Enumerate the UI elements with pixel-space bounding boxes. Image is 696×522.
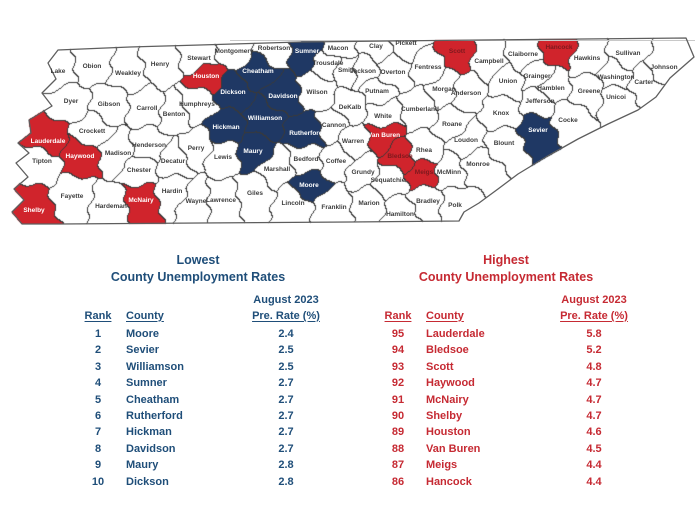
rank-cell: 4 [94,377,102,390]
rank-cell: 86 [391,475,405,488]
rate-header: Pre. Rate (%) [560,309,628,322]
lowest-title-line1: Lowest [176,253,220,267]
rate-cell: 5.2 [586,344,602,357]
county-cell: Houston [426,426,471,439]
county-cell: Lauderdale [426,328,485,340]
rate-cell: 4.7 [586,393,602,406]
rank-header: Rank [84,309,112,322]
county-cell: Shelby [426,410,463,423]
county-header: County [426,309,464,322]
period-header: August 2023 [253,294,319,306]
lowest-table-body: 1 Moore 2.4 2 Sevier 2.5 3 Williamson 2.5 4 Sumner… [70,326,326,490]
rate-cell: 2.5 [278,360,294,373]
county-cell: Bledsoe [426,344,469,357]
rank-cell: 2 [94,344,102,357]
lowest-table-title: Lowest County Unemployment Rates [70,252,326,286]
rank-cell: 10 [91,475,105,488]
rank-cell: 94 [391,344,405,357]
county-cell: McNairy [426,393,469,406]
rank-cell: 90 [391,410,405,423]
lowest-unemployment-table: Lowest County Unemployment Rates August … [70,252,326,490]
lowest-table-header: August 2023 Rank County Pre. Rate (%) [70,293,326,324]
rate-cell: 2.7 [278,410,294,423]
rate-cell: 4.6 [586,426,602,439]
rate-cell: 4.8 [586,360,602,373]
county-cell: Moore [126,328,159,340]
rate-cell: 2.7 [278,426,294,439]
rate-cell: 4.4 [586,459,602,472]
county-cell: Van Buren [426,442,481,455]
county-cell: Haywood [426,377,475,390]
rate-header: Pre. Rate (%) [252,309,320,322]
rank-cell: 95 [391,328,405,340]
highest-unemployment-table: Highest County Unemployment Rates August… [370,252,642,490]
rate-cell: 2.4 [278,328,294,340]
county-cell: Scott [426,360,454,373]
county-cell: Davidson [126,442,176,455]
rank-cell: 8 [94,442,102,455]
period-header: August 2023 [561,294,627,306]
tennessee-county-map [0,0,696,250]
county-cell: Sumner [126,377,167,390]
highest-table-body: 95 Lauderdale 5.8 94 Bledsoe 5.2 93 Scott 4.8 92 H… [370,326,642,490]
rate-cell: 2.8 [278,475,294,488]
rate-cell: 2.7 [278,393,294,406]
rate-cell: 4.4 [586,475,602,488]
rate-cell: 4.7 [586,377,602,390]
rate-cell: 2.5 [278,344,294,357]
rank-cell: 6 [94,410,102,423]
county-cell: Sevier [126,344,160,357]
rate-cell: 4.5 [586,442,602,455]
rank-cell: 91 [391,393,405,406]
rank-cell: 93 [391,360,405,373]
county-cell: Hancock [426,475,472,488]
county-cell: Cheatham [126,393,180,406]
highest-title-line2: County Unemployment Rates [418,270,594,284]
rate-cell: 5.8 [586,328,602,340]
rank-cell: 92 [391,377,405,390]
tables-row: Lowest County Unemployment Rates August … [0,252,696,512]
rank-cell: 3 [94,360,102,373]
rank-cell: 87 [391,459,405,472]
map-region [0,0,696,250]
highest-table-title: Highest County Unemployment Rates [370,252,642,286]
rank-cell: 7 [94,426,102,439]
county-cell: Maury [126,459,159,472]
rank-cell: 9 [94,459,102,472]
county-cell: Williamson [126,360,184,373]
rank-cell: 89 [391,426,405,439]
county-cell: Dickson [126,475,169,488]
county-cell: Rutherford [126,410,183,423]
county-cell: Meigs [426,459,458,472]
county-header: County [126,309,164,322]
highest-table-header: August 2023 Rank County Pre. Rate (%) [370,293,642,324]
highest-title-line1: Highest [483,253,529,267]
rank-cell: 1 [94,328,102,340]
rank-header: Rank [384,309,412,322]
lowest-title-line2: County Unemployment Rates [110,270,286,284]
rate-cell: 2.7 [278,442,294,455]
rank-cell: 88 [391,442,405,455]
county-cell: Hickman [126,426,172,439]
rate-cell: 2.7 [278,377,294,390]
rate-cell: 2.8 [278,459,294,472]
rank-cell: 5 [94,393,102,406]
rate-cell: 4.7 [586,410,602,423]
